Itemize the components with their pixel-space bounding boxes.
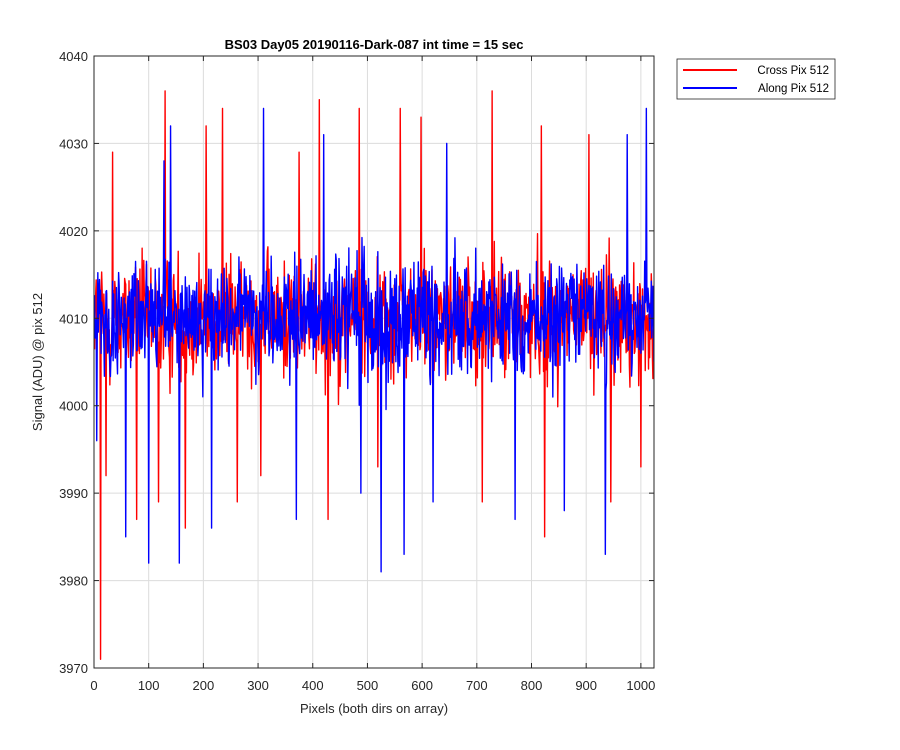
y-tick-label: 4020 [59,224,88,239]
x-tick-label: 500 [357,678,379,693]
x-tick-label: 1000 [626,678,655,693]
series-layer [94,90,654,660]
y-tick-label: 3990 [59,486,88,501]
y-tick-label: 3970 [59,661,88,676]
legend: Cross Pix 512 Along Pix 512 [676,58,836,100]
x-tick-label: 400 [302,678,324,693]
x-tick-label: 0 [90,678,97,693]
y-axis-label: Signal (ADU) @ pix 512 [30,293,45,431]
x-tick-label: 800 [521,678,543,693]
x-tick-label: 900 [575,678,597,693]
x-axis-label: Pixels (both dirs on array) [300,701,448,716]
y-tick-label: 4010 [59,311,88,326]
legend-box [676,58,836,100]
chart-title: BS03 Day05 20190116-Dark-087 int time = … [225,37,524,52]
y-tick-label: 4040 [59,49,88,64]
x-tick-label: 700 [466,678,488,693]
x-tick-label: 200 [193,678,215,693]
y-tick-label: 4000 [59,399,88,414]
plot-frame [93,55,655,669]
y-tick-label: 4030 [59,136,88,151]
tick-labels: 0 100 200 300 400 500 600 700 800 900 1000 3970 3980… [59,49,655,693]
x-tick-label: 600 [411,678,433,693]
y-tick-label: 3980 [59,574,88,589]
ticks [93,55,654,669]
x-tick-label: 100 [138,678,160,693]
legend-label-cross: Cross Pix 512 [757,65,829,77]
x-tick-label: 300 [247,678,269,693]
series-line-along-pix-512 [94,107,654,573]
legend-label-along: Along Pix 512 [758,83,829,95]
